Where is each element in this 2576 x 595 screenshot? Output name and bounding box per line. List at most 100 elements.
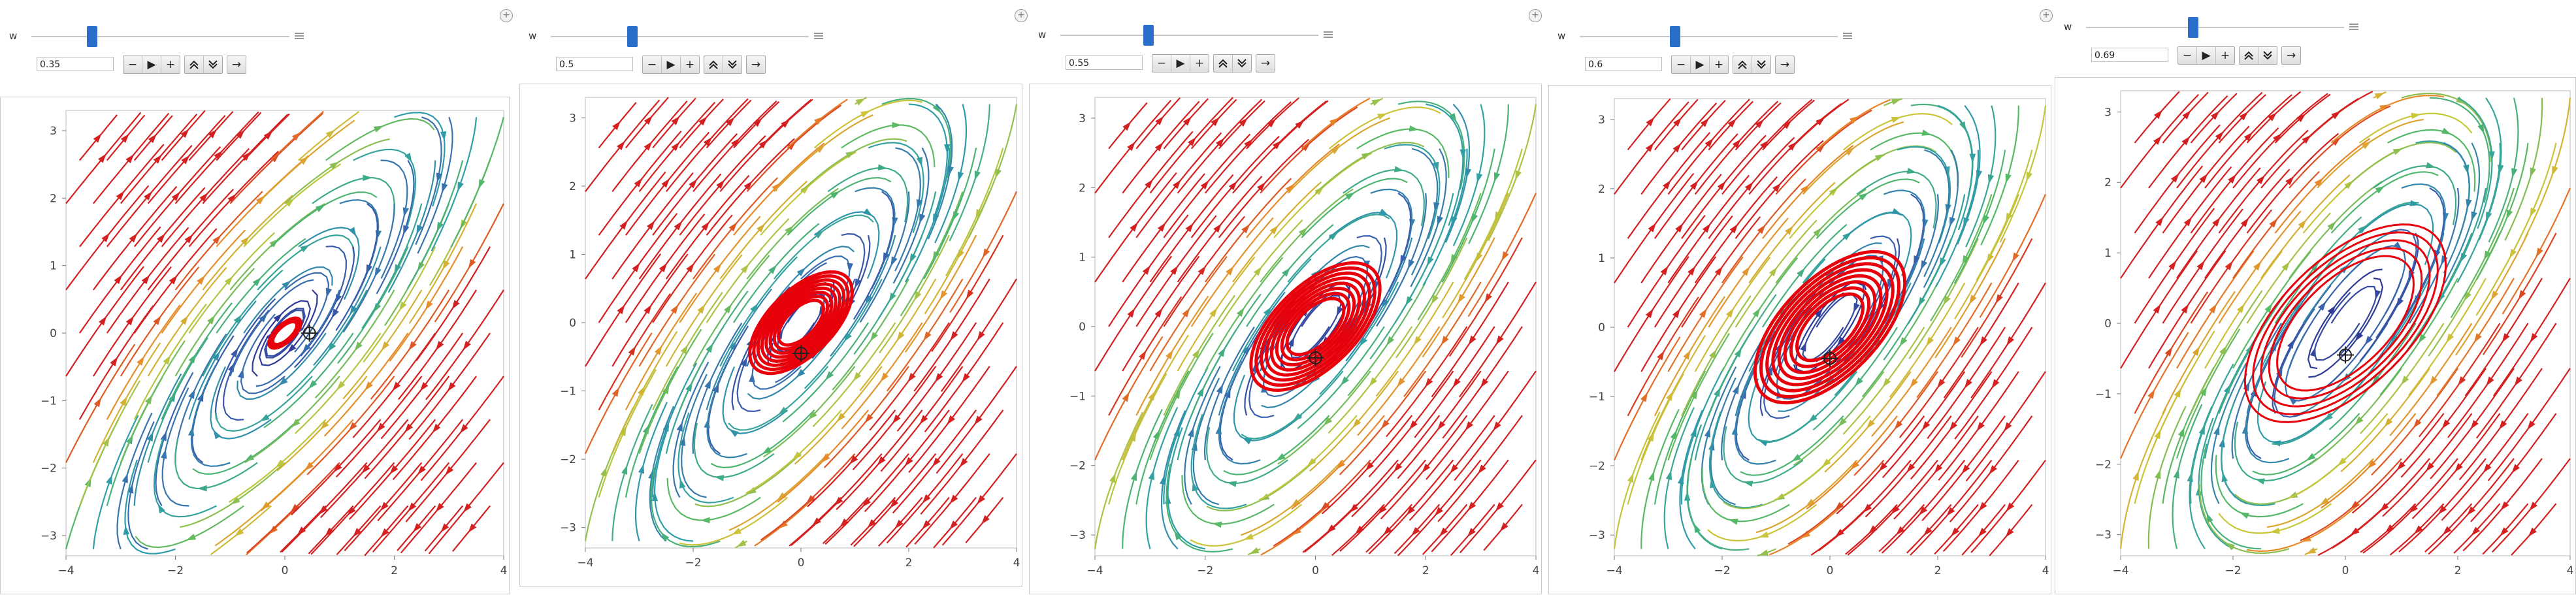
- streamline: [398, 289, 478, 400]
- value-input[interactable]: 0.6: [1585, 57, 1662, 71]
- streamline-arrow: [1465, 168, 1472, 178]
- streamline-arrow: [2153, 135, 2162, 145]
- streamline-arrow: [2196, 261, 2205, 270]
- streamline-arrow: [1287, 336, 1295, 347]
- streamline-arrow: [753, 118, 762, 127]
- streamline-arrow: [181, 155, 190, 165]
- value-input[interactable]: 0.69: [2091, 48, 2168, 62]
- slider-track[interactable]: [1060, 35, 1318, 36]
- streamline-arrow: [287, 344, 297, 353]
- streamline: [2317, 503, 2389, 556]
- value-input[interactable]: 0.5: [556, 57, 633, 71]
- step-forward-button[interactable]: +: [161, 56, 180, 73]
- slower-button[interactable]: [1232, 55, 1251, 72]
- streamline-arrow: [894, 519, 904, 529]
- slider-thumb[interactable]: [627, 26, 638, 47]
- streamline-arrow: [459, 424, 468, 434]
- play-button[interactable]: ▶: [1171, 55, 1190, 72]
- play-button[interactable]: ▶: [142, 56, 161, 73]
- x-tick-label: 0: [798, 556, 805, 570]
- direction-button[interactable]: →: [751, 58, 761, 71]
- slider-menu-icon[interactable]: [2349, 22, 2358, 31]
- y-tick-label: 1: [1598, 252, 1605, 265]
- streamline-arrow: [1109, 473, 1116, 483]
- streamline-arrow: [2477, 123, 2485, 134]
- slider-thumb[interactable]: [87, 26, 98, 47]
- slider-track[interactable]: [1580, 36, 1838, 37]
- slower-button[interactable]: [203, 56, 222, 73]
- faster-button[interactable]: [2240, 47, 2258, 64]
- streamline: [1937, 105, 1974, 231]
- step-back-button[interactable]: −: [127, 58, 138, 71]
- slider-menu-icon[interactable]: [295, 31, 304, 40]
- orbit-loop: [1249, 261, 1382, 393]
- slower-button[interactable]: [1752, 56, 1770, 73]
- slider-thumb[interactable]: [1143, 25, 1154, 46]
- streamline-arrow: [1427, 256, 1434, 266]
- slider-thumb[interactable]: [2188, 17, 2199, 38]
- animation-controls: − ▶ + →: [123, 56, 246, 74]
- direction-button[interactable]: →: [231, 58, 242, 71]
- step-forward-button[interactable]: +: [1709, 56, 1728, 73]
- value-input[interactable]: 0.35: [37, 57, 114, 71]
- step-forward-button[interactable]: +: [2215, 47, 2234, 64]
- step-forward-button[interactable]: +: [1190, 55, 1209, 72]
- slider-track[interactable]: [31, 36, 289, 37]
- add-cell-icon[interactable]: +: [2040, 9, 2053, 22]
- step-back-button[interactable]: −: [1676, 58, 1686, 71]
- slider-thumb[interactable]: [1669, 26, 1680, 47]
- play-button[interactable]: ▶: [1690, 56, 1709, 73]
- value-input[interactable]: 0.55: [1066, 56, 1143, 70]
- add-cell-icon[interactable]: +: [500, 9, 513, 22]
- slider-menu-icon[interactable]: [1843, 31, 1852, 40]
- direction-button[interactable]: →: [1780, 58, 1790, 71]
- direction-button[interactable]: →: [2286, 49, 2296, 62]
- streamline-arrow: [959, 458, 968, 468]
- streamline: [2289, 105, 2391, 189]
- streamline-arrow: [425, 300, 433, 310]
- streamline-arrow: [728, 222, 738, 232]
- streamline-arrow: [847, 263, 853, 273]
- direction-button[interactable]: →: [1260, 57, 1271, 70]
- streamline-arrow: [2327, 221, 2336, 231]
- streamline-arrow: [404, 423, 414, 433]
- streamline-arrow: [671, 142, 680, 152]
- slider-menu-icon[interactable]: [814, 31, 823, 40]
- slower-button[interactable]: [2258, 47, 2277, 64]
- streamline-arrow: [1800, 342, 1806, 352]
- streamline-arrow: [953, 211, 960, 221]
- step-back-button[interactable]: −: [2182, 49, 2193, 62]
- step-back-button[interactable]: −: [1156, 57, 1167, 70]
- streamline-arrow: [703, 137, 712, 146]
- streamline-arrow: [731, 528, 742, 535]
- play-button[interactable]: ▶: [661, 56, 680, 73]
- y-tick-label: 1: [569, 248, 576, 261]
- add-cell-icon[interactable]: +: [1529, 9, 1542, 22]
- step-back-button[interactable]: −: [647, 58, 657, 71]
- step-forward-button[interactable]: +: [680, 56, 699, 73]
- streamline-arrow: [2442, 526, 2452, 536]
- streamline: [1701, 467, 1790, 523]
- slower-button[interactable]: [723, 56, 742, 73]
- slider-track[interactable]: [2086, 27, 2344, 28]
- y-tick-label: 1: [2104, 247, 2111, 260]
- faster-button[interactable]: [1733, 56, 1752, 73]
- streamline-arrow: [1627, 472, 1634, 483]
- streamline-arrow: [2243, 132, 2253, 142]
- faster-button[interactable]: [1214, 55, 1232, 72]
- streamline-arrow: [676, 421, 683, 432]
- slider-menu-icon[interactable]: [1324, 30, 1333, 39]
- faster-button[interactable]: [185, 56, 203, 73]
- streamline-arrow: [435, 340, 444, 351]
- y-tick-label: 2: [2104, 176, 2111, 189]
- streamline-arrow: [208, 129, 217, 138]
- add-cell-icon[interactable]: +: [1015, 9, 1028, 22]
- faster-button[interactable]: [704, 56, 723, 73]
- streamline-arrow: [2225, 542, 2235, 551]
- orbit-loop: [1777, 274, 1883, 381]
- slider-track[interactable]: [551, 36, 809, 37]
- play-button[interactable]: ▶: [2196, 47, 2215, 64]
- streamline-arrow: [1772, 183, 1782, 193]
- streamline: [1301, 178, 1408, 238]
- streamline-arrow: [1433, 161, 1439, 172]
